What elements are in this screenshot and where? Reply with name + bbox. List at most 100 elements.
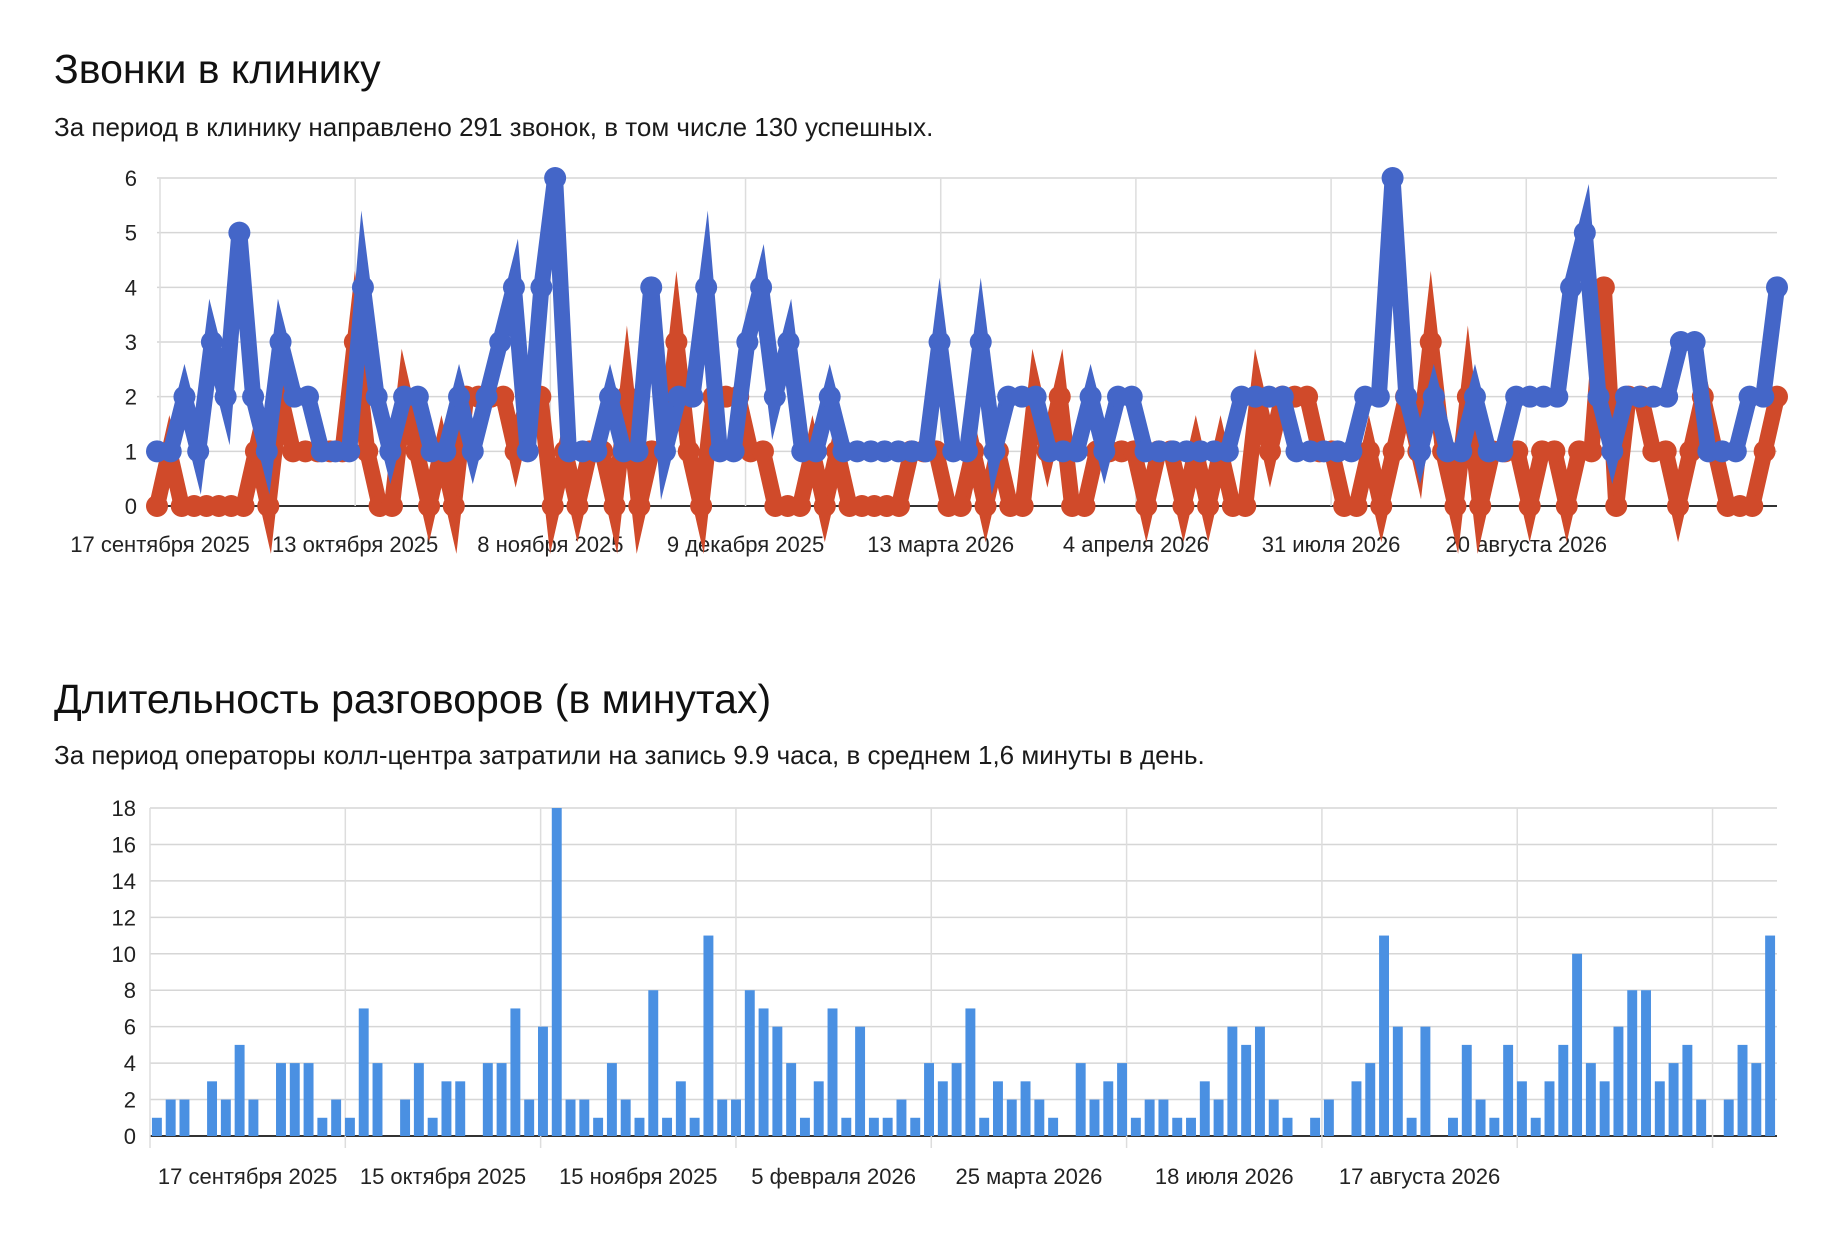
bar [606,1063,617,1136]
series-0-point [1580,440,1603,463]
series-1-point [1422,385,1445,408]
bar [165,1099,176,1136]
bar [179,1099,190,1136]
series-0-point [1345,495,1368,517]
bar [1020,1081,1031,1136]
series-1-point [489,331,512,353]
series-1-point [1381,167,1404,189]
calls-chart-title: Звонки в клинику [54,46,381,92]
bar [1089,1099,1100,1136]
bar [1737,1044,1748,1136]
series-1-point [1587,385,1610,408]
bar [1751,1063,1762,1136]
x-tick-label: 17 сентября 2025 [70,532,250,557]
series-1-point [983,440,1006,463]
bar [1130,1117,1141,1136]
bar [1503,1044,1514,1136]
bar [1103,1081,1114,1136]
bar [1668,1063,1679,1136]
y-tick-label: 0 [125,494,137,519]
series-0-point [1679,440,1702,463]
series-1-point [1367,385,1390,408]
series-1-point [626,440,649,463]
bar [1379,935,1390,1136]
bar [593,1117,604,1136]
bar [372,1063,383,1136]
series-1-point [1093,440,1116,463]
y-tick-label: 8 [124,978,136,1003]
series-0-point [1234,495,1257,517]
series-0-point [257,495,280,517]
series-0-point [615,385,638,408]
series-1-point [516,440,539,463]
bar [276,1063,286,1136]
series-1-point [434,440,457,463]
series-0-point [1197,495,1220,517]
series-1-point [969,331,992,353]
bar [675,1081,686,1136]
series-0-point [603,495,626,517]
series-1-point [406,385,429,408]
bar [1048,1117,1059,1136]
bar [882,1117,893,1136]
bar [772,1026,783,1136]
series-1-point [1079,385,1102,408]
bar [482,1063,493,1136]
bar [537,1026,548,1136]
series-1-point [1656,385,1679,408]
series-0-point [566,495,589,517]
x-tick-label: 9 декабря 2025 [667,532,824,557]
series-1-point [448,385,471,408]
x-tick-label: 25 марта 2026 [956,1164,1103,1189]
series-1-point [297,385,320,408]
series-1-point [255,440,278,463]
series-0-point [628,495,651,517]
series-1-point [1450,440,1473,463]
series-1-point [228,221,251,244]
series-1-point [187,440,210,463]
series-0-point [418,495,441,517]
series-1-point [214,385,237,408]
series-1-point [914,440,937,463]
bar [1765,935,1776,1136]
bar [731,1099,741,1136]
series-0-point [442,495,465,517]
bar [648,990,659,1136]
series-1-point [530,276,553,299]
series-1-point [1601,440,1624,463]
bar [1158,1099,1169,1136]
bar [1654,1081,1665,1136]
series-1-point [818,385,841,408]
bar [910,1117,921,1136]
y-tick-label: 1 [125,439,137,464]
bar [551,808,562,1136]
bar [1448,1117,1458,1136]
bar [1696,1099,1707,1136]
series-1-point [695,276,718,299]
y-tick-label: 2 [125,385,137,410]
bar [1627,990,1638,1136]
series-1-point [1491,440,1514,463]
bar [951,1063,962,1136]
bar [896,1099,907,1136]
bar [303,1063,314,1136]
bar [220,1099,231,1136]
bar [744,990,755,1136]
bar [1585,1063,1596,1136]
bar [1117,1063,1128,1136]
series-1-point [1340,440,1363,463]
bar [1241,1044,1252,1136]
series-1-point [379,440,402,463]
bar [289,1063,300,1136]
calls-chart-subtitle: За период в клинику направлено 291 звоно… [54,112,934,142]
bar [358,1008,369,1136]
series-0-point [380,495,403,517]
x-tick-label: 17 сентября 2025 [158,1164,338,1189]
x-tick-label: 13 марта 2026 [867,532,1014,557]
bar [1310,1117,1321,1136]
bar [1213,1099,1224,1136]
series-1-point [1216,440,1239,463]
series-1-point [351,276,374,299]
series-1-point [653,440,676,463]
